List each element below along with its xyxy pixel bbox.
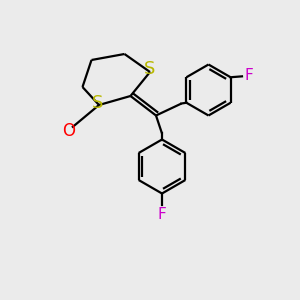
Text: S: S <box>92 94 103 112</box>
Text: F: F <box>158 207 166 222</box>
Text: O: O <box>62 122 76 140</box>
Text: F: F <box>244 68 253 83</box>
Text: S: S <box>144 60 156 78</box>
